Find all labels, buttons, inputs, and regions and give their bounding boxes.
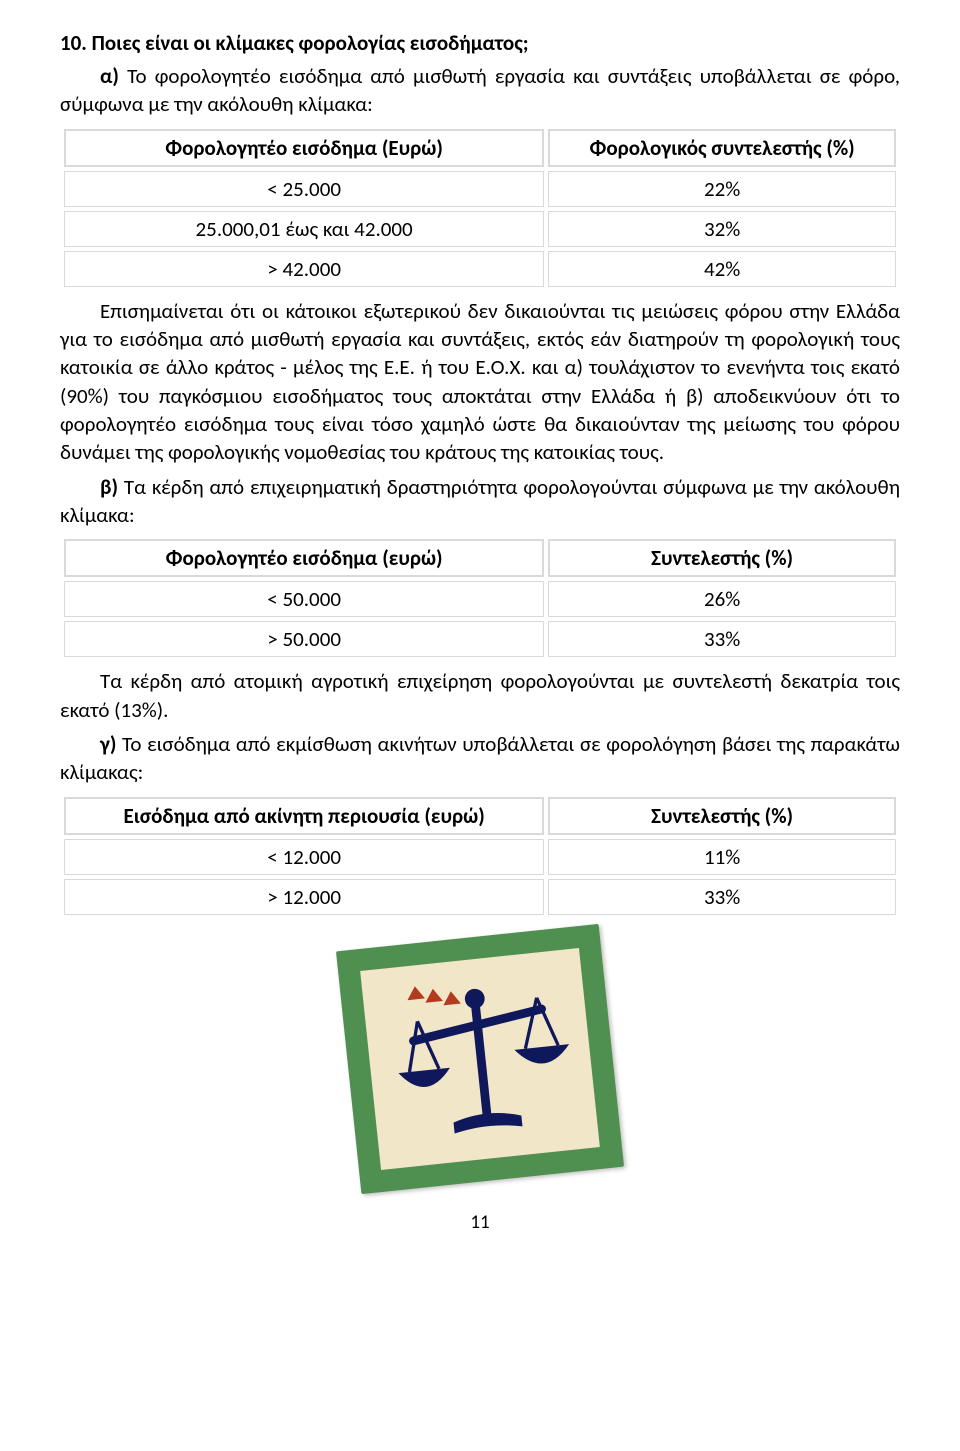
scale-hanger	[417, 1019, 439, 1070]
intro-paragraph: α) Το φορολογητέο εισόδημα από μισθωτή ε…	[60, 62, 900, 119]
cell-left: < 25.000	[64, 171, 544, 207]
foreign-residents-paragraph: Επισημαίνεται ότι οι κάτοικοι εξωτερικού…	[60, 297, 900, 467]
table-header-left: Φορολογητέο εισόδημα (ευρώ)	[64, 539, 544, 577]
cell-right: 42%	[548, 251, 896, 287]
c-prefix: γ)	[100, 731, 122, 757]
b-text: Τα κέρδη από επιχειρηματική δραστηριότητ…	[60, 474, 900, 528]
table-header-right: Συντελεστής (%)	[548, 539, 896, 577]
table-header-row: Φορολογητέο εισόδημα (ευρώ) Συντελεστής …	[64, 539, 896, 577]
table-header-right: Συντελεστής (%)	[548, 797, 896, 835]
b-prefix: β)	[100, 474, 124, 500]
scale-pan-right	[514, 1044, 570, 1066]
cell-right: 32%	[548, 211, 896, 247]
table-row: 25.000,01 έως και 42.000 32%	[64, 211, 896, 247]
table-header-left: Εισόδημα από ακίνητη περιουσία (ευρώ)	[64, 797, 544, 835]
cell-right: 26%	[548, 581, 896, 617]
scale-top	[464, 988, 486, 1010]
illustration-container	[60, 937, 900, 1181]
table-row: < 50.000 26%	[64, 581, 896, 617]
cell-left: < 50.000	[64, 581, 544, 617]
accent-triangle	[406, 985, 425, 1000]
table-row: < 25.000 22%	[64, 171, 896, 207]
scales-frame	[336, 924, 624, 1194]
accent-triangle	[442, 990, 461, 1005]
table-header-right: Φορολογικός συντελεστής (%)	[548, 129, 896, 167]
table-salary-tax: Φορολογητέο εισόδημα (Ευρώ) Φορολογικός …	[60, 125, 900, 291]
cell-left: 25.000,01 έως και 42.000	[64, 211, 544, 247]
table-business-tax: Φορολογητέο εισόδημα (ευρώ) Συντελεστής …	[60, 535, 900, 661]
cell-right: 33%	[548, 879, 896, 915]
rental-income-paragraph: γ) Το εισόδημα από εκμίσθωση ακινήτων υπ…	[60, 730, 900, 787]
intro-prefix: α)	[100, 63, 127, 89]
cell-left: > 42.000	[64, 251, 544, 287]
page-number: 11	[60, 1211, 900, 1234]
business-income-paragraph: β) Τα κέρδη από επιχειρηματική δραστηριό…	[60, 473, 900, 530]
cell-left: > 12.000	[64, 879, 544, 915]
table-row: < 12.000 11%	[64, 839, 896, 875]
scale-pan-left	[399, 1068, 452, 1090]
table-rental-tax: Εισόδημα από ακίνητη περιουσία (ευρώ) Συ…	[60, 793, 900, 919]
scales-icon	[360, 948, 600, 1170]
intro-text: Το φορολογητέο εισόδημα από μισθωτή εργα…	[60, 63, 900, 117]
page-content: 10. Ποιες είναι οι κλίμακες φορολογίας ε…	[0, 0, 960, 1274]
cell-left: > 50.000	[64, 621, 544, 657]
section-heading: 10. Ποιες είναι οι κλίμακες φορολογίας ε…	[60, 30, 900, 56]
c-text: Το εισόδημα από εκμίσθωση ακινήτων υποβά…	[60, 731, 900, 785]
cell-right: 11%	[548, 839, 896, 875]
cell-right: 22%	[548, 171, 896, 207]
table-header-row: Φορολογητέο εισόδημα (Ευρώ) Φορολογικός …	[64, 129, 896, 167]
table-header-left: Φορολογητέο εισόδημα (Ευρώ)	[64, 129, 544, 167]
scale-pole	[470, 998, 491, 1119]
cell-left: < 12.000	[64, 839, 544, 875]
scale-hanger	[537, 996, 559, 1047]
cell-right: 33%	[548, 621, 896, 657]
accent-triangle	[424, 988, 443, 1003]
table-row: > 12.000 33%	[64, 879, 896, 915]
table-row: > 42.000 42%	[64, 251, 896, 287]
agriculture-paragraph: Τα κέρδη από ατομική αγροτική επιχείρηση…	[60, 667, 900, 724]
table-header-row: Εισόδημα από ακίνητη περιουσία (ευρώ) Συ…	[64, 797, 896, 835]
table-row: > 50.000 33%	[64, 621, 896, 657]
